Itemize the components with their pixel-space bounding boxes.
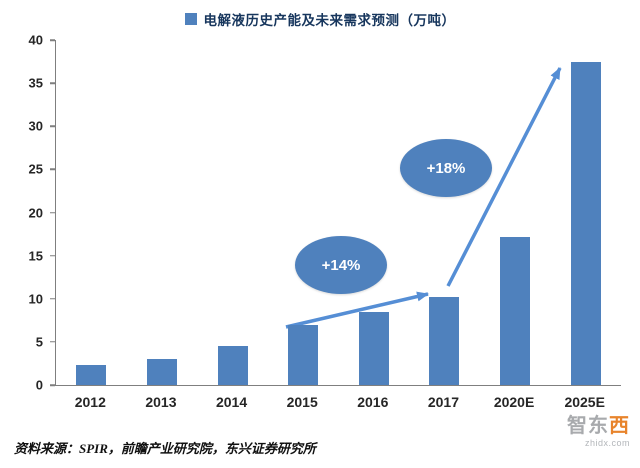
y-tick-mark (50, 298, 55, 300)
annotation-ellipse-18pct: +18% (400, 139, 492, 197)
watermark: 智东西 zhidx.com (567, 416, 630, 448)
annotation-ellipse-14pct: +14% (295, 236, 387, 294)
bar-2017 (429, 297, 460, 385)
x-tick-label-2015: 2015 (286, 394, 318, 410)
y-tick-label-20: 20 (28, 205, 43, 220)
y-tick-mark (50, 168, 55, 171)
y-tick-mark (50, 341, 55, 343)
x-tick-label-2020E: 2020E (493, 394, 535, 410)
bar-2016 (358, 311, 389, 385)
chart-legend: 电解液历史产能及未来需求预测（万吨） (0, 9, 640, 29)
source-note: 资料来源：SPIR，前瞻产业研究院，东兴证券研究所 (14, 441, 316, 456)
y-tick-mark (50, 254, 55, 257)
x-tick-label-2025E: 2025E (564, 394, 605, 410)
x-axis: 2012 2013 2014 2015 2016 2017 2020E 2025E (55, 394, 620, 414)
bar-2014 (217, 346, 248, 385)
x-tick-label-2014: 2014 (215, 394, 248, 410)
y-tick-label-35: 35 (28, 75, 43, 91)
y-tick-label-25: 25 (28, 161, 43, 177)
x-tick-label-2017: 2017 (427, 394, 460, 410)
y-tick-label-0: 0 (35, 377, 43, 393)
watermark-brand-orange: 西 (609, 415, 630, 437)
y-tick-label-30: 30 (28, 118, 43, 134)
y-tick-mark (50, 39, 55, 41)
x-tick-label-2016: 2016 (357, 394, 389, 410)
bar-2013 (146, 359, 177, 385)
watermark-domain: zhidx.com (584, 438, 630, 448)
bar-2015 (288, 324, 319, 385)
x-tick-label-2013: 2013 (145, 394, 177, 410)
y-tick-label-40: 40 (28, 32, 43, 48)
watermark-brand-gray: 智东 (567, 415, 609, 437)
y-axis: 0 5 10 15 20 25 30 35 40 (0, 33, 55, 393)
legend-marker (184, 13, 197, 25)
plot-area: +14% +18% (55, 40, 621, 386)
chart-title: 电解液历史产能及未来需求预测（万吨） (203, 13, 456, 28)
y-tick-mark (50, 125, 55, 127)
y-tick-mark (50, 384, 55, 386)
annotation-label-14pct: +14% (321, 256, 361, 274)
y-tick-mark (50, 211, 55, 214)
y-tick-label-10: 10 (28, 291, 43, 307)
bar-2012 (76, 365, 107, 385)
growth-arrow-2015-2017 (285, 291, 429, 329)
y-tick-label-15: 15 (28, 248, 43, 264)
y-tick-mark (50, 82, 55, 84)
bar-2020E (500, 236, 531, 385)
bar-2025E (570, 61, 601, 385)
annotation-label-18pct: +18% (426, 159, 466, 177)
y-tick-label-5: 5 (35, 334, 43, 350)
x-tick-label-2012: 2012 (74, 394, 106, 410)
watermark-brand: 智东西 (567, 416, 630, 437)
growth-arrows-overlay (285, 67, 562, 329)
